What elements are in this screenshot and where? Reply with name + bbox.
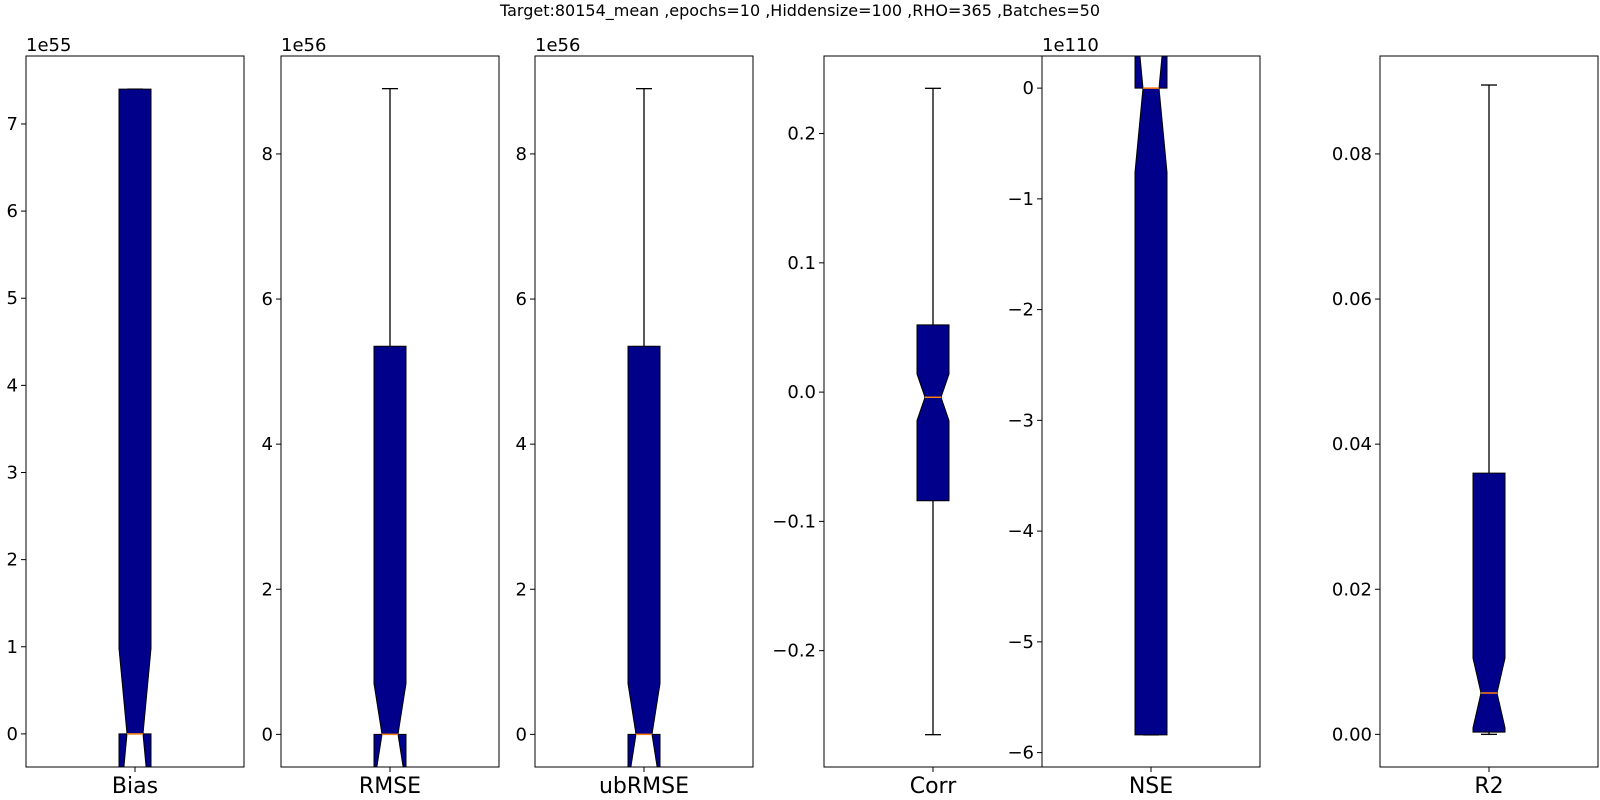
- x-tick-label: Corr: [910, 774, 957, 799]
- y-tick-label: 0.06: [1332, 289, 1372, 310]
- subplot-r2: 0.00 0.02 0.04 0.06 0.08 R2: [1332, 55, 1599, 799]
- box-group: [916, 87, 950, 736]
- y-tick-label: 0: [516, 724, 527, 745]
- y-tick-label: 6: [262, 289, 273, 310]
- y-tick-label: 0.02: [1332, 579, 1372, 600]
- y-tick-label: −0.1: [772, 511, 816, 532]
- x-tick-label: R2: [1474, 774, 1503, 799]
- subplot-nse: −6 −5 −4 −3 −2 −1 0 NSE 1e110: [1007, 35, 1261, 799]
- notched-box: [373, 345, 407, 767]
- y-tick-label: 0.1: [787, 253, 816, 274]
- y-tick-label: −2: [1007, 300, 1034, 321]
- notched-box: [627, 345, 661, 767]
- box-group: [1472, 84, 1506, 736]
- axis-offset-exponent: 1e56: [535, 35, 580, 56]
- y-tick-label: −5: [1007, 632, 1034, 653]
- y-tick-label: 4: [7, 375, 18, 396]
- axis-offset-exponent: 1e56: [281, 35, 326, 56]
- y-tick-label: 0: [7, 724, 18, 745]
- notched-box: [916, 324, 950, 502]
- notched-box: [118, 88, 152, 767]
- x-tick-label: RMSE: [359, 774, 421, 799]
- y-tick-label: −3: [1007, 410, 1034, 431]
- y-tick-label: 0.00: [1332, 724, 1372, 745]
- y-tick-label: 0.0: [787, 382, 816, 403]
- x-tick-label: NSE: [1129, 774, 1173, 799]
- y-tick-label: 0.2: [787, 124, 816, 145]
- y-tick-label: 3: [7, 462, 18, 483]
- axis-offset-exponent: 1e110: [1042, 35, 1099, 56]
- axis-offset-exponent: 1e55: [26, 35, 71, 56]
- subplot-rmse: 0 2 4 6 8 RMSE 1e56: [262, 35, 500, 799]
- figure-title: Target:80154_mean ,epochs=10 ,Hiddensize…: [499, 1, 1100, 21]
- subplot-corr: −0.2 −0.1 0.0 0.1 0.2 Corr: [772, 55, 1043, 799]
- y-tick-label: 4: [516, 434, 527, 455]
- y-tick-label: −4: [1007, 521, 1034, 542]
- notched-box: [1472, 472, 1506, 733]
- subplots: 0 1 2 3 4 5 6 7 Bias 1e55 0 2 4 6 8 RMSE 1e56 0 2 4 6 8 ubRMSE…: [7, 35, 1599, 799]
- subplot-ubrmse: 0 2 4 6 8 ubRMSE 1e56: [516, 35, 754, 799]
- y-tick-label: 2: [262, 579, 273, 600]
- x-tick-label: ubRMSE: [599, 774, 689, 799]
- y-tick-label: 4: [262, 434, 273, 455]
- box-group: [1134, 56, 1168, 736]
- y-tick-label: 6: [7, 201, 18, 222]
- y-tick-label: −1: [1007, 189, 1034, 210]
- y-tick-label: 2: [516, 579, 527, 600]
- y-tick-label: −6: [1007, 743, 1034, 764]
- y-tick-label: 8: [262, 144, 273, 165]
- y-tick-label: 5: [7, 288, 18, 309]
- notched-box: [1134, 56, 1168, 736]
- x-tick-label: Bias: [112, 774, 158, 799]
- box-group: [118, 88, 152, 767]
- y-tick-label: 6: [516, 289, 527, 310]
- y-tick-label: 7: [7, 114, 18, 135]
- y-tick-label: 8: [516, 144, 527, 165]
- y-tick-label: 0: [1023, 78, 1034, 99]
- box-group: [627, 87, 661, 767]
- box-group: [373, 87, 407, 767]
- y-tick-label: 2: [7, 550, 18, 571]
- y-tick-label: 0.08: [1332, 144, 1372, 165]
- y-tick-label: 0: [262, 724, 273, 745]
- y-tick-label: 0.04: [1332, 434, 1372, 455]
- subplot-bias: 0 1 2 3 4 5 6 7 Bias 1e55: [7, 35, 245, 799]
- y-tick-label: −0.2: [772, 641, 816, 662]
- y-tick-label: 1: [7, 637, 18, 658]
